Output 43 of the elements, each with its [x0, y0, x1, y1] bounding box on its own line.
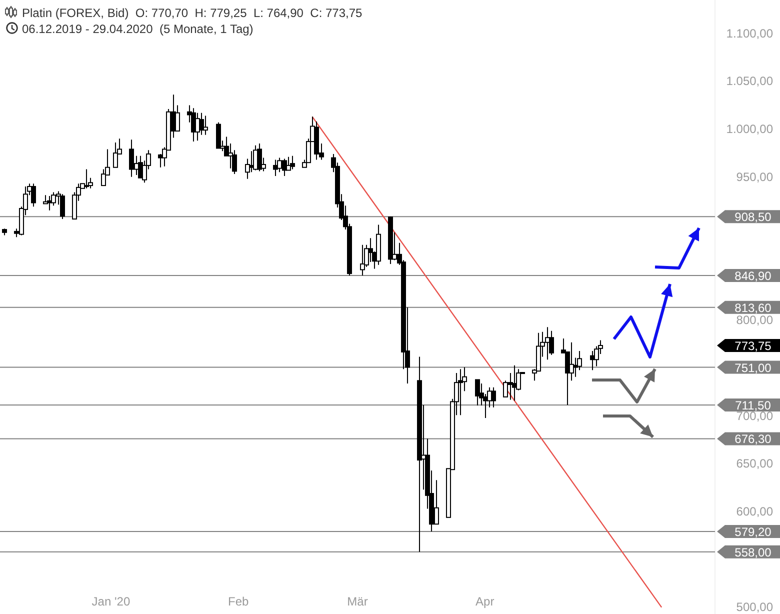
candlestick: [113, 142, 118, 168]
candlestick: [216, 122, 221, 149]
candlestick: [491, 386, 496, 408]
candlestick: [257, 142, 262, 172]
text: 06.12.2019 - 29.04.2020 (5 Monate, 1 Tag): [22, 22, 254, 36]
ref-line-label: 676,30: [734, 432, 772, 446]
y-tick-label: 600,00: [736, 504, 774, 519]
y-tick-label: 950,00: [736, 170, 774, 184]
ref-line-label: 751,00: [734, 360, 772, 375]
y-tick-label: 500,00: [736, 600, 774, 614]
candlestick: [84, 168, 89, 189]
candlestick: [549, 330, 554, 356]
ref-line-label: 813,60: [734, 300, 772, 315]
text: 773,75: [734, 338, 772, 353]
candlestick: [286, 156, 291, 171]
candlestick: [569, 342, 574, 382]
candlestick: [129, 139, 134, 178]
candlestick: [101, 168, 106, 186]
ref-line-label: 908,50: [734, 210, 772, 224]
candlestick: [175, 104, 180, 132]
candlestick: [475, 379, 480, 406]
candlestick: [360, 244, 365, 276]
x-tick-label: Feb: [228, 594, 249, 609]
candlestick: [290, 155, 295, 170]
candlestick: [203, 115, 208, 136]
candlestick: [273, 159, 278, 176]
candlestick: [31, 183, 36, 208]
ref-line-label: 558,00: [734, 545, 772, 560]
y-tick-label: 800,00: [736, 313, 774, 328]
ref-line-label: 579,20: [734, 525, 772, 540]
y-tick-label: 1.000,00: [726, 122, 774, 136]
text: Platin (FOREX, Bid) O: 770,70 H: 779,25 L: 764,90 C: 773,75: [22, 6, 363, 20]
candlestick: [199, 112, 204, 136]
x-tick-label: Apr: [476, 594, 494, 609]
ref-line-label: 846,90: [734, 269, 772, 284]
x-tick-label: Mär: [347, 594, 368, 609]
x-tick-label: Jan '20: [92, 594, 130, 609]
y-tick-label: 1.100,00: [726, 26, 774, 40]
candlestick: [60, 194, 65, 220]
ref-line-label: 711,50: [735, 398, 772, 413]
y-tick-label: 650,00: [736, 456, 774, 471]
y-tick-label: 1.050,00: [726, 74, 774, 88]
candlestick: [458, 368, 463, 416]
